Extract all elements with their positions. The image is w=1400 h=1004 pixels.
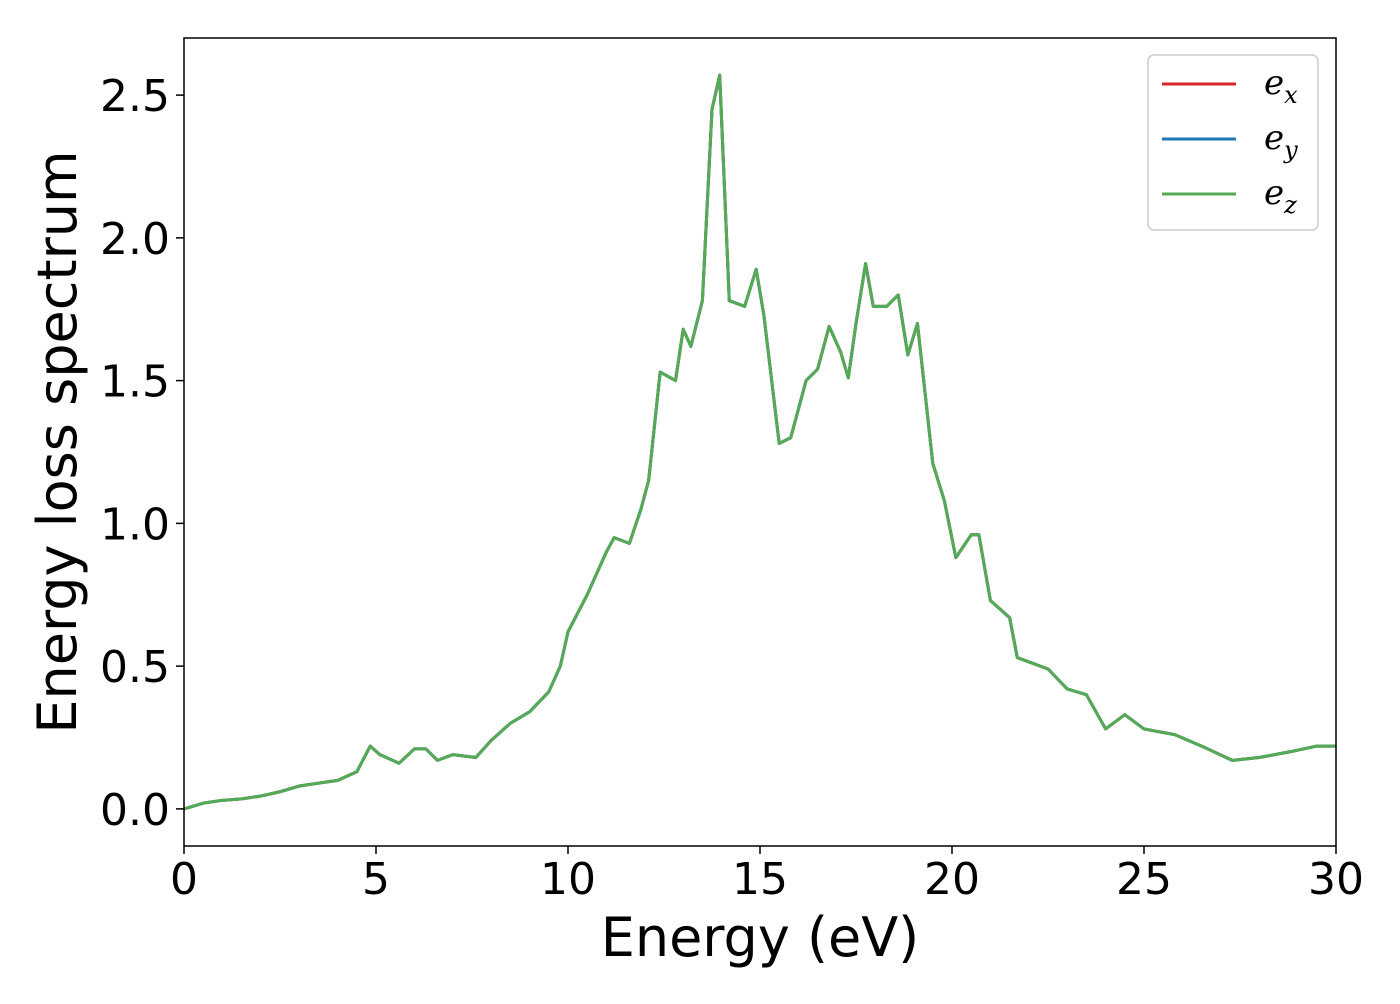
y-tick-label: 2.0 <box>100 214 170 265</box>
x-tick-label: 15 <box>732 854 788 905</box>
x-axis-ticks: 0 5 10 15 20 25 30 <box>170 846 1364 905</box>
x-tick-label: 25 <box>1116 854 1172 905</box>
x-tick-label: 5 <box>362 854 390 905</box>
legend-box <box>1147 54 1319 231</box>
y-tick-label: 2.5 <box>100 71 170 122</box>
x-tick-label: 20 <box>924 854 980 905</box>
x-axis-label: Energy (eV) <box>601 906 920 969</box>
y-tick-label: 1.0 <box>100 499 170 550</box>
y-tick-label: 0.5 <box>100 642 170 693</box>
x-tick-label: 10 <box>540 854 596 905</box>
plot-area <box>184 38 1336 846</box>
y-tick-label: 1.5 <box>100 357 170 408</box>
x-tick-label: 30 <box>1308 854 1364 905</box>
y-tick-label: 0.0 <box>100 785 170 836</box>
series-layer <box>183 73 1336 811</box>
x-tick-label: 0 <box>170 854 198 905</box>
y-axis-ticks: 0.0 0.5 1.0 1.5 2.0 2.5 <box>100 71 184 836</box>
y-axis-label: Energy loss spectrum <box>26 150 89 733</box>
series-line-e-z <box>183 73 1336 811</box>
